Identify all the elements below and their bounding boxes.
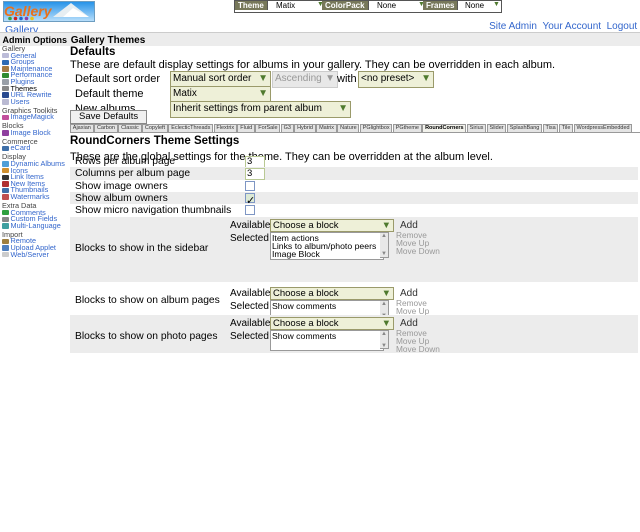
svg-text:Gallery: Gallery (4, 3, 53, 19)
